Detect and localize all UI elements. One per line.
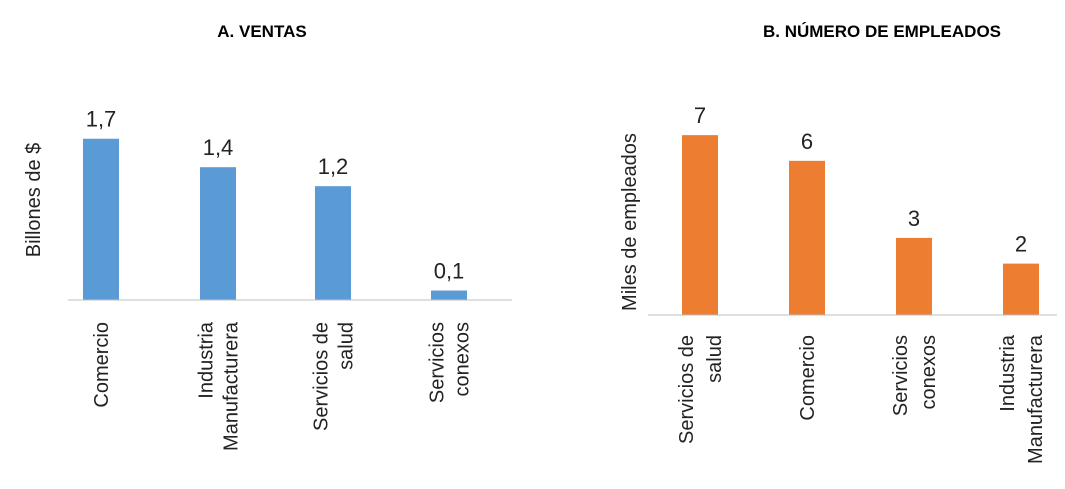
data-label: 2	[1015, 232, 1027, 257]
data-label: 1,4	[203, 135, 234, 160]
category-label-line: conexos	[918, 335, 940, 410]
category-label-line: Comercio	[797, 335, 819, 421]
chart-panel-empleados: B. NÚMERO DE EMPLEADOS Miles de empleado…	[619, 22, 1057, 464]
category-label: Industria Manufacturera	[997, 334, 1047, 464]
category-label-line: Comercio	[91, 322, 113, 408]
chart-title: A. VENTAS	[217, 22, 306, 41]
data-label: 0,1	[434, 259, 465, 284]
category-label-line: conexos	[452, 322, 474, 397]
category-label-line: Servicios de	[311, 322, 333, 431]
category-label: Comercio	[797, 335, 819, 421]
bar	[200, 167, 236, 300]
data-label: 6	[801, 129, 813, 154]
bar	[315, 186, 351, 300]
category-label: Industria Manufacturera	[196, 321, 243, 451]
category-label: Comercio	[91, 322, 113, 408]
category-label-line: Servicios	[890, 335, 912, 416]
category-label-line: Manufacturera	[1025, 334, 1047, 464]
category-label-line: Industria	[196, 321, 218, 399]
data-label: 1,2	[318, 154, 349, 179]
data-label: 3	[908, 206, 920, 231]
category-label-line: salud	[336, 322, 358, 370]
category-label-line: Industria	[997, 334, 1019, 412]
category-label: Servicios conexos	[427, 322, 474, 403]
y-axis-label: Miles de empleados	[619, 133, 641, 311]
bar	[83, 138, 119, 300]
bar	[431, 290, 467, 300]
bar	[896, 237, 932, 315]
category-label-line: Servicios de	[676, 335, 698, 444]
category-label: Servicios conexos	[890, 335, 940, 416]
category-label: Servicios de salud	[311, 322, 358, 431]
data-label: 7	[694, 103, 706, 128]
category-label-line: Manufacturera	[221, 321, 243, 451]
category-label: Servicios de salud	[676, 335, 726, 444]
bar	[789, 160, 825, 315]
y-axis-label: Billones de $	[23, 143, 45, 258]
bar	[682, 135, 718, 315]
data-label: 1,7	[86, 107, 117, 132]
bar	[1003, 263, 1039, 315]
category-label-line: Servicios	[427, 322, 449, 403]
category-label-line: salud	[704, 335, 726, 383]
chart-panel-ventas: A. VENTAS Billones de $ 1,7 Comercio 1,4 In…	[23, 22, 512, 451]
chart-title: B. NÚMERO DE EMPLEADOS	[763, 22, 1001, 41]
